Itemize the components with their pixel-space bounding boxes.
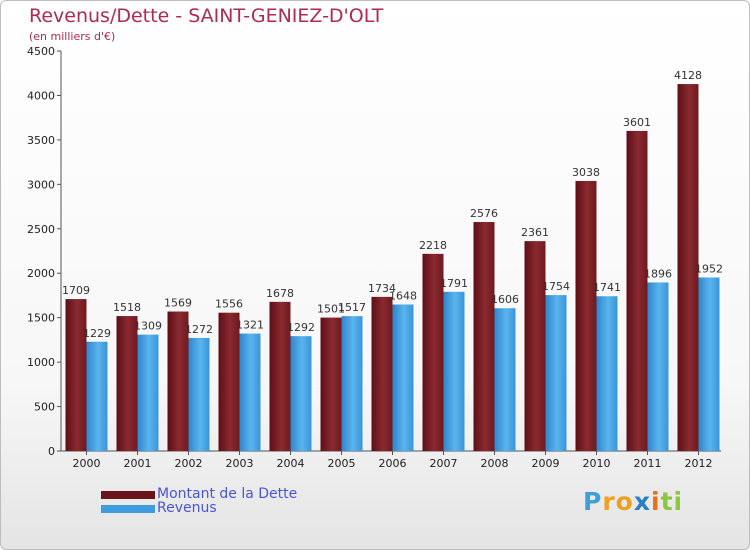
brand-letter: o bbox=[615, 487, 634, 516]
bar-revenus bbox=[188, 337, 210, 451]
x-tick-label: 2011 bbox=[634, 457, 662, 470]
x-tick-label: 2000 bbox=[73, 457, 101, 470]
data-label: 1709 bbox=[62, 284, 90, 297]
x-tick-label: 2010 bbox=[583, 457, 611, 470]
bar-revenus bbox=[239, 333, 261, 451]
bar-dette bbox=[524, 241, 546, 451]
data-label: 1952 bbox=[695, 262, 723, 275]
data-label: 2576 bbox=[470, 207, 498, 220]
y-tick-label: 1000 bbox=[27, 356, 55, 369]
data-label: 1606 bbox=[491, 293, 519, 306]
data-label: 1292 bbox=[287, 321, 315, 334]
data-label: 1229 bbox=[83, 327, 111, 340]
bar-revenus bbox=[494, 308, 516, 451]
x-tick-label: 2009 bbox=[532, 457, 560, 470]
bar-dette bbox=[167, 311, 189, 451]
data-label: 1556 bbox=[215, 298, 243, 311]
data-label: 1648 bbox=[389, 290, 417, 303]
bar-dette bbox=[677, 84, 699, 452]
data-label: 1896 bbox=[644, 267, 672, 280]
legend-swatch-debt bbox=[101, 491, 155, 499]
y-tick-label: 3500 bbox=[27, 134, 55, 147]
bar-dette bbox=[116, 316, 138, 451]
bar-revenus bbox=[596, 296, 618, 451]
data-label: 1741 bbox=[593, 281, 621, 294]
bar-revenus bbox=[341, 316, 363, 451]
legend-label-revenus: Revenus bbox=[157, 500, 217, 516]
y-tick-label: 3000 bbox=[27, 178, 55, 191]
y-tick-label: 2000 bbox=[27, 267, 55, 280]
x-tick-label: 2012 bbox=[685, 457, 713, 470]
brand-letter: P bbox=[583, 487, 603, 516]
x-tick-label: 2002 bbox=[175, 457, 203, 470]
x-tick-label: 2006 bbox=[379, 457, 407, 470]
brand-letter: t bbox=[660, 487, 674, 516]
y-tick-label: 4000 bbox=[27, 89, 55, 102]
data-label: 1321 bbox=[236, 319, 264, 332]
x-tick-label: 2007 bbox=[430, 457, 458, 470]
y-tick-label: 500 bbox=[34, 401, 55, 414]
chart-title: Revenus/Dette - SAINT-GENIEZ-D'OLT bbox=[29, 5, 384, 27]
bar-revenus bbox=[443, 291, 465, 451]
legend: Montant de la Dette Revenus bbox=[101, 486, 361, 516]
bar-dette bbox=[422, 253, 444, 451]
x-tick-label: 2003 bbox=[226, 457, 254, 470]
bar-revenus bbox=[392, 304, 414, 451]
chart-subtitle: (en milliers d'€) bbox=[29, 30, 116, 43]
bar-revenus bbox=[647, 282, 669, 451]
y-tick-label: 4500 bbox=[27, 45, 55, 58]
bar-dette bbox=[269, 301, 291, 451]
x-tick-label: 2008 bbox=[481, 457, 509, 470]
data-label: 1518 bbox=[113, 301, 141, 314]
data-label: 1734 bbox=[368, 282, 396, 295]
bars bbox=[65, 84, 720, 452]
data-label: 3601 bbox=[623, 116, 651, 129]
data-label: 2218 bbox=[419, 239, 447, 252]
bar-revenus bbox=[137, 334, 159, 451]
bar-revenus bbox=[698, 277, 720, 451]
data-label: 1569 bbox=[164, 297, 192, 310]
data-label: 2361 bbox=[521, 226, 549, 239]
bar-dette bbox=[575, 180, 597, 451]
bar-dette bbox=[320, 317, 342, 451]
legend-swatch-revenus bbox=[101, 505, 155, 513]
y-tick-label: 1500 bbox=[27, 312, 55, 325]
brand-letter: i bbox=[673, 487, 684, 516]
brand-letter: x bbox=[633, 487, 651, 516]
data-label: 3038 bbox=[572, 166, 600, 179]
brand-letter: i bbox=[651, 487, 661, 516]
legend-item-debt: Montant de la Dette bbox=[101, 486, 361, 502]
bar-dette bbox=[473, 222, 495, 451]
bar-dette bbox=[65, 299, 87, 451]
x-tick-label: 2004 bbox=[277, 457, 305, 470]
legend-label-debt: Montant de la Dette bbox=[157, 486, 298, 502]
brand-logo: Proxiti bbox=[583, 487, 683, 516]
bar-dette bbox=[371, 296, 393, 451]
data-label: 1272 bbox=[185, 323, 213, 336]
brand-letter: r bbox=[602, 487, 616, 516]
data-label: 1501 bbox=[317, 303, 345, 316]
data-label: 1309 bbox=[134, 320, 162, 333]
bar-dette bbox=[218, 312, 240, 451]
bar-dette bbox=[626, 130, 648, 451]
data-label: 1517 bbox=[338, 301, 366, 314]
bar-revenus bbox=[290, 336, 312, 451]
y-tick-label: 2500 bbox=[27, 223, 55, 236]
data-label: 1791 bbox=[440, 277, 468, 290]
data-label: 1678 bbox=[266, 287, 294, 300]
data-label: 1754 bbox=[542, 280, 570, 293]
bar-revenus bbox=[86, 341, 108, 451]
x-tick-label: 2001 bbox=[124, 457, 152, 470]
y-tick-label: 0 bbox=[48, 445, 55, 458]
bar-revenus bbox=[545, 295, 567, 451]
x-tick-label: 2005 bbox=[328, 457, 356, 470]
data-label: 4128 bbox=[674, 69, 702, 82]
legend-item-revenus: Revenus bbox=[101, 500, 361, 516]
